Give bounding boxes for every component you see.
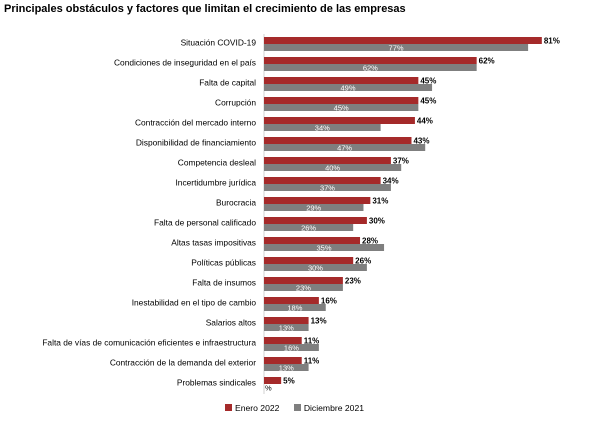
- data-label-diciembre-2021: 62%: [363, 63, 378, 72]
- category-label: Situación COVID-19: [181, 38, 257, 48]
- bar-diciembre-2021: [264, 184, 391, 191]
- data-label-diciembre-2021: 29%: [306, 203, 321, 212]
- data-label-diciembre-2021: 30%: [308, 263, 323, 272]
- data-label-enero-2022: 16%: [321, 297, 337, 306]
- data-label-diciembre-2021: 47%: [337, 143, 352, 152]
- category-label: Falta de personal calificado: [154, 218, 256, 228]
- data-label-diciembre-2021: 23%: [296, 283, 311, 292]
- data-label-diciembre-2021: 16%: [284, 343, 299, 352]
- bar-enero-2022: [264, 157, 391, 164]
- data-label-enero-2022: 26%: [355, 257, 371, 266]
- category-label: Competencia desleal: [178, 158, 256, 168]
- bar-enero-2022: [264, 117, 415, 124]
- data-label-diciembre-2021: 13%: [279, 323, 294, 332]
- data-label-diciembre-2021: 37%: [320, 183, 335, 192]
- data-label-enero-2022: 44%: [417, 117, 433, 126]
- data-label-enero-2022: 34%: [383, 177, 399, 186]
- category-label: Políticas públicas: [191, 258, 256, 268]
- bar-enero-2022: [264, 57, 477, 64]
- bar-enero-2022: [264, 297, 319, 304]
- category-label: Contracción del mercado interno: [135, 118, 256, 128]
- bar-enero-2022: [264, 137, 412, 144]
- bar-enero-2022: [264, 337, 302, 344]
- bar-enero-2022: [264, 77, 419, 84]
- legend-swatch-series-2: [293, 403, 301, 411]
- bar-diciembre-2021: [264, 84, 433, 91]
- category-label: Disponibilidad de financiamiento: [136, 138, 256, 148]
- bar-diciembre-2021: [264, 144, 426, 151]
- data-label-enero-2022: 13%: [311, 317, 327, 326]
- bar-enero-2022: [264, 217, 367, 224]
- data-label-diciembre-2021: 13%: [279, 363, 294, 372]
- data-label-enero-2022: 62%: [479, 57, 495, 66]
- bar-diciembre-2021: [264, 104, 419, 111]
- bar-diciembre-2021: [264, 264, 367, 271]
- category-label: Contracción de la demanda del exterior: [110, 358, 256, 368]
- data-label-enero-2022: 28%: [362, 237, 378, 246]
- category-label: Burocracia: [216, 198, 256, 208]
- legend-label-series-1: Enero 2022: [234, 402, 280, 413]
- category-label: Falta de insumos: [192, 278, 256, 288]
- data-label-enero-2022: 11%: [304, 337, 320, 346]
- bar-diciembre-2021: [264, 364, 309, 371]
- data-label-diciembre-2021: 35%: [317, 243, 332, 252]
- category-label: Incertidumbre jurídica: [175, 178, 256, 188]
- data-label-enero-2022: 31%: [372, 197, 388, 206]
- bar-diciembre-2021: [264, 244, 385, 251]
- category-label: Falta de capital: [199, 78, 256, 88]
- bar-enero-2022: [264, 257, 354, 264]
- bar-enero-2022: [264, 277, 343, 284]
- bar-enero-2022: [264, 97, 419, 104]
- data-label-enero-2022: 23%: [345, 277, 361, 286]
- data-label-diciembre-2021: 45%: [334, 103, 349, 112]
- category-label: Falta de vías de comunicación eficientes…: [42, 338, 256, 348]
- data-label-diciembre-2021: 77%: [389, 43, 404, 52]
- data-label-diciembre-2021: 40%: [325, 163, 340, 172]
- data-label-enero-2022: 5%: [283, 377, 295, 386]
- bar-diciembre-2021: [264, 164, 402, 171]
- bar-diciembre-2021: [264, 44, 529, 51]
- bar-enero-2022: [264, 177, 381, 184]
- data-label-diciembre-2021: 34%: [315, 123, 330, 132]
- bar-enero-2022: [264, 377, 282, 384]
- bar-enero-2022: [264, 37, 542, 44]
- category-label: Salarios altos: [206, 318, 256, 328]
- bar-diciembre-2021: [264, 324, 309, 331]
- data-label-enero-2022: 30%: [369, 217, 385, 226]
- data-label-diciembre-2021: %: [265, 383, 272, 392]
- bar-diciembre-2021: [264, 304, 326, 311]
- data-label-enero-2022: 45%: [420, 97, 436, 106]
- chart-title: Principales obstáculos y factores que li…: [4, 3, 406, 15]
- category-label: Problemas sindicales: [177, 378, 256, 388]
- bar-diciembre-2021: [264, 344, 319, 351]
- bar-enero-2022: [264, 357, 302, 364]
- legend-item-series-2: Diciembre 2021: [293, 402, 364, 413]
- bar-enero-2022: [264, 197, 371, 204]
- legend-item-series-1: Enero 2022: [224, 402, 280, 413]
- data-label-diciembre-2021: 49%: [341, 83, 356, 92]
- category-label: Corrupción: [215, 98, 256, 108]
- category-label: Condiciones de inseguridad en el país: [114, 58, 256, 68]
- bar-diciembre-2021: [264, 204, 364, 211]
- data-label-enero-2022: 11%: [304, 357, 320, 366]
- bar-enero-2022: [264, 237, 361, 244]
- data-label-enero-2022: 81%: [544, 37, 560, 46]
- bar-diciembre-2021: [264, 284, 343, 291]
- legend-swatch-series-1: [224, 403, 232, 411]
- bar-enero-2022: [264, 317, 309, 324]
- category-label: Inestabilidad en el tipo de cambio: [132, 298, 257, 308]
- chart-legend: Enero 2022 Diciembre 2021: [0, 402, 589, 413]
- bar-diciembre-2021: [264, 124, 381, 131]
- bar-diciembre-2021: [264, 64, 477, 71]
- category-label: Altas tasas impositivas: [171, 238, 256, 248]
- data-label-enero-2022: 45%: [420, 77, 436, 86]
- data-label-enero-2022: 43%: [413, 137, 429, 146]
- data-label-diciembre-2021: 26%: [301, 223, 316, 232]
- bar-diciembre-2021: [264, 224, 354, 231]
- data-label-enero-2022: 37%: [393, 157, 409, 166]
- legend-label-series-2: Diciembre 2021: [303, 402, 364, 413]
- data-label-diciembre-2021: 18%: [287, 303, 302, 312]
